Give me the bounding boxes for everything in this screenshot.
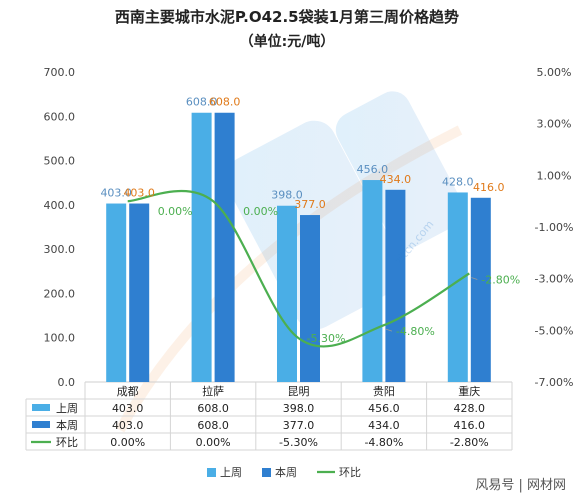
data-label-环比: -5.30% [307,332,346,345]
data-label-环比: 0.00% [243,205,278,218]
category-label: 拉萨 [202,384,224,398]
legend-label: 本周 [275,465,297,479]
y2-tick-label: 5.00% [537,66,572,79]
y2-tick-label: 1.00% [537,169,572,182]
y-tick-label: 200.0 [44,287,76,300]
table-cell: 608.0 [197,402,229,415]
label-leader [471,277,478,280]
legend-label: 上周 [220,466,242,479]
y-tick-label: 400.0 [44,199,76,212]
bar-上周 [277,205,297,382]
data-label-上周: 456.0 [357,163,389,176]
table-row-label: 上周 [56,402,78,415]
data-label-本周: 377.0 [294,198,326,211]
table-cell: -2.80% [450,436,489,449]
data-label-本周: 434.0 [380,173,412,186]
category-label: 重庆 [458,384,480,398]
bar-上周 [362,180,383,382]
data-label-本周: 416.0 [473,181,505,194]
y2-tick-label: 3.00% [537,118,572,131]
data-label-环比: -2.80% [481,274,520,287]
data-label-上周: 398.0 [271,189,303,202]
bar-上周 [106,203,127,382]
table-cell: 416.0 [454,419,486,432]
table-cell: 398.0 [283,402,315,415]
chart-title: 西南主要城市水泥P.O42.5袋装1月第三周价格趋势 [115,8,459,26]
table-cell: 0.00% [196,436,231,449]
table-cell: -5.30% [279,436,318,449]
y-tick-label: 100.0 [44,332,76,345]
table-cell: 377.0 [283,419,315,432]
label-leader [385,328,393,332]
table-legend-key-本周 [32,421,50,428]
y-tick-label: 300.0 [44,243,76,256]
category-label: 贵阳 [373,385,395,398]
bar-上周 [447,192,468,382]
data-label-本周: 608.0 [209,96,241,109]
y-tick-label: 0.0 [58,376,76,389]
bar-本周 [300,215,320,382]
data-label-环比: 0.00% [158,205,193,218]
legend-key-上周 [207,468,216,477]
table-cell: 403.0 [112,402,144,415]
y2-tick-label: -5.00% [535,324,574,337]
watermark-block-2 [335,91,465,249]
legend-key-本周 [262,468,271,477]
category-label: 成都 [117,385,139,398]
y-tick-label: 600.0 [44,110,76,123]
bar-本周 [385,189,406,382]
table-legend-key-上周 [32,404,50,411]
y-tick-label: 500.0 [44,155,76,168]
table-cell: 608.0 [197,419,229,432]
y2-tick-label: -3.00% [535,273,574,286]
data-label-环比: -4.80% [396,325,435,338]
table-cell: 0.00% [110,436,145,449]
bar-本周 [129,203,150,382]
table-row-label: 本周 [56,418,78,432]
y-tick-label: 700.0 [44,66,76,79]
data-label-上周: 428.0 [442,175,474,188]
chart-subtitle: （单位:元/吨） [240,33,335,50]
bar-本周 [214,112,235,382]
category-label: 昆明 [288,385,310,398]
watermark-label: 风易号 | 网材网 [475,478,566,493]
table-cell: -4.80% [364,436,403,449]
data-label-本周: 403.0 [123,187,155,200]
table-cell: 434.0 [368,419,400,432]
bar-上周 [191,112,212,382]
data-label-上周: 608.0 [186,96,218,109]
line-环比 [127,190,470,348]
table-cell: 456.0 [368,402,400,415]
y2-tick-label: -7.00% [535,376,574,389]
table-cell: 403.0 [112,419,144,432]
table-cell: 428.0 [454,402,486,415]
table-row-label: 环比 [56,436,78,449]
legend-label: 环比 [339,466,361,479]
y2-tick-label: -1.00% [535,221,574,234]
bar-本周 [470,197,491,382]
data-label-上周: 403.0 [100,187,132,200]
